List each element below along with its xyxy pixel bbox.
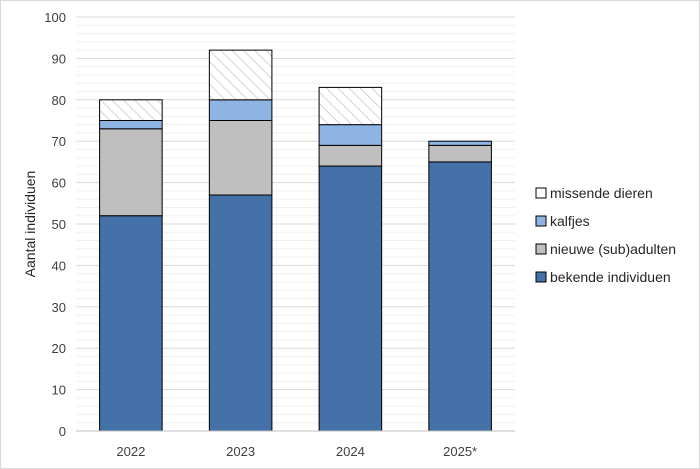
- bar-segment: [428, 140, 492, 146]
- bar-segment: [208, 120, 273, 196]
- y-tick-label: 20: [52, 341, 66, 356]
- x-tick-labels: 2022 2023 2024 2025*: [116, 444, 477, 459]
- y-tick-label: 80: [52, 93, 66, 108]
- y-tick-label: 70: [52, 134, 66, 149]
- x-tick-label: 2023: [226, 444, 255, 459]
- y-tick-label: 10: [52, 383, 66, 398]
- x-tick-label: 2024: [336, 444, 365, 459]
- legend-swatch: [535, 243, 547, 255]
- bar-segment: [428, 161, 492, 432]
- bar-segment: [318, 124, 383, 146]
- y-tick-label: 30: [52, 300, 66, 315]
- bar-segment: [208, 99, 273, 122]
- bar-segment: [99, 99, 163, 122]
- y-tick-label: 0: [59, 424, 66, 439]
- bar-segment: [208, 49, 273, 101]
- legend-label: bekende individuen: [550, 269, 671, 285]
- bar-segment: [318, 86, 383, 126]
- y-tick-label: 60: [52, 176, 66, 191]
- x-tick-label: 2022: [116, 444, 145, 459]
- bars: [99, 49, 492, 432]
- y-tick-label: 100: [44, 10, 66, 25]
- bar-segment: [318, 144, 383, 167]
- legend-swatch: [535, 215, 547, 227]
- bar-segment: [99, 128, 163, 217]
- bar-segment: [208, 194, 273, 432]
- legend-label: nieuwe (sub)adulten: [550, 241, 676, 257]
- bar-segment: [428, 144, 492, 163]
- bar-segment: [99, 120, 163, 130]
- legend-label: missende dieren: [550, 185, 653, 201]
- legend-label: kalfjes: [550, 213, 590, 229]
- x-tick-label: 2025*: [443, 444, 477, 459]
- bar-segment: [99, 215, 163, 432]
- legend-swatch: [535, 187, 547, 199]
- y-tick-label: 90: [52, 51, 66, 66]
- bar-segment: [318, 165, 383, 432]
- y-tick-labels: 0 10 20 30 40 50 60 70 80 90 100: [44, 10, 66, 439]
- legend-swatch: [535, 271, 547, 283]
- y-tick-label: 50: [52, 217, 66, 232]
- legend: missende dieren kalfjes nieuwe (sub)adulte…: [535, 185, 676, 285]
- y-axis-label: Aantal individuen: [22, 171, 38, 278]
- y-tick-label: 40: [52, 258, 66, 273]
